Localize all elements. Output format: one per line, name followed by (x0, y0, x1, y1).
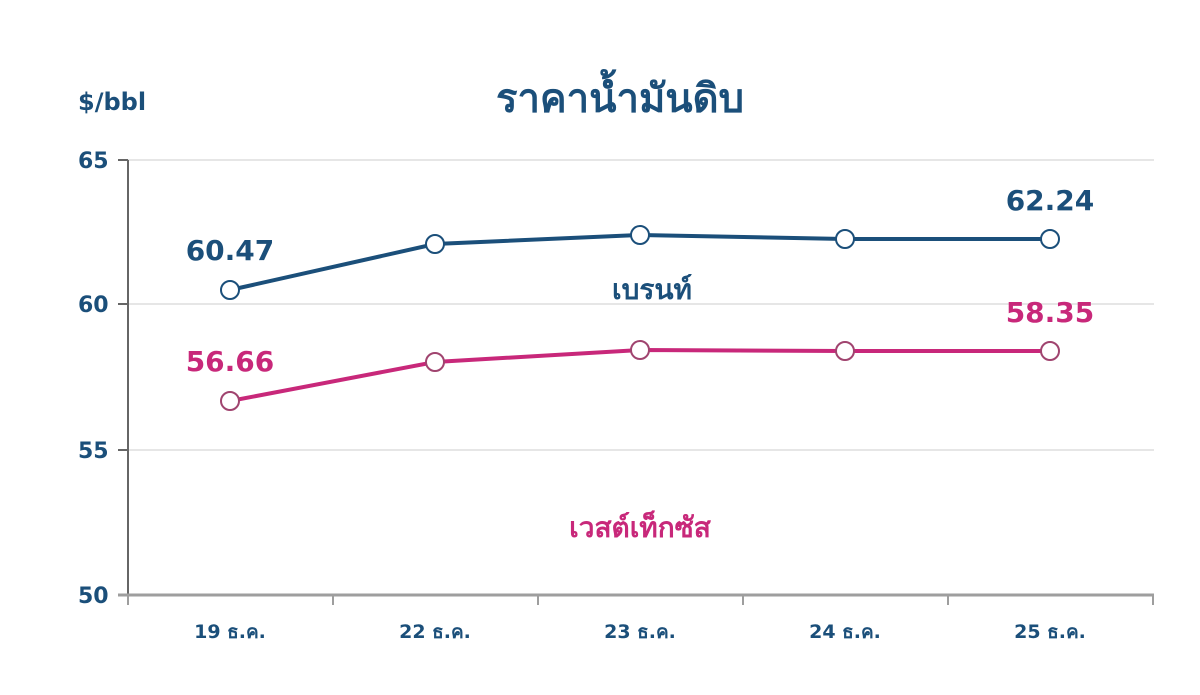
y-tick-55: 55 (78, 439, 109, 464)
gridlines (128, 159, 1154, 451)
x-tick-25: 25 ธ.ค. (1014, 621, 1086, 643)
y-axis-unit: $/bbl (78, 88, 147, 116)
brent-point (1040, 229, 1060, 249)
brent-first-value: 60.47 (186, 234, 275, 267)
wti-point (1040, 341, 1060, 361)
x-tick-24: 24 ธ.ค. (809, 621, 881, 643)
brent-series (220, 225, 1060, 300)
brent-last-value: 62.24 (1006, 184, 1095, 217)
x-tick-23: 23 ธ.ค. (604, 621, 676, 643)
brent-point (220, 280, 240, 300)
brent-series-label: เบรนท์ (612, 273, 692, 306)
y-tick-50: 50 (78, 584, 109, 609)
y-tick-65: 65 (78, 149, 109, 174)
y-tick-60: 60 (78, 293, 109, 318)
brent-point (425, 234, 445, 254)
wti-last-value: 58.35 (1006, 296, 1095, 329)
x-axis (118, 593, 1154, 605)
chart-title: ราคาน้ำมันดิบ (495, 76, 745, 122)
wti-series (220, 340, 1060, 411)
wti-first-value: 56.66 (186, 345, 275, 378)
wti-point (835, 341, 855, 361)
wti-point (630, 340, 650, 360)
brent-point (630, 225, 650, 245)
x-tick-19: 19 ธ.ค. (194, 621, 266, 643)
x-tick-22: 22 ธ.ค. (399, 621, 471, 643)
y-axis (118, 159, 129, 598)
wti-point (425, 352, 445, 372)
wti-point (220, 391, 240, 411)
brent-point (835, 229, 855, 249)
wti-series-label: เวสต์เท็กซัส (569, 510, 712, 544)
